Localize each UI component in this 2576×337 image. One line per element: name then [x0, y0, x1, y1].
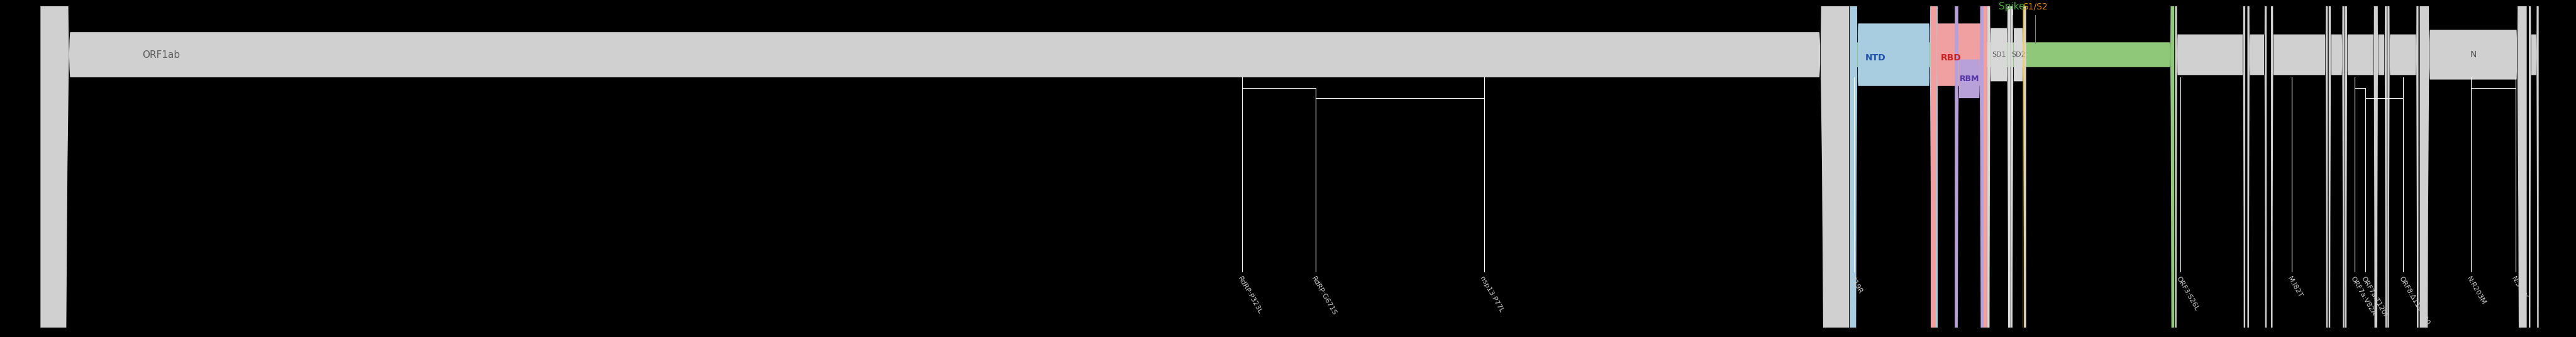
Text: RBM: RBM [1960, 75, 1978, 83]
Text: T19R: T19R [1850, 275, 1862, 294]
FancyBboxPatch shape [2272, 0, 2329, 337]
FancyBboxPatch shape [1850, 0, 2174, 337]
Text: nsp13:P77L: nsp13:P77L [1479, 275, 1504, 314]
FancyBboxPatch shape [2530, 0, 2540, 337]
FancyBboxPatch shape [2375, 0, 2388, 337]
Text: ORF7a:V82A: ORF7a:V82A [2349, 275, 2378, 316]
FancyBboxPatch shape [2344, 0, 2375, 337]
FancyBboxPatch shape [1850, 0, 1937, 337]
FancyBboxPatch shape [1929, 0, 1986, 337]
Text: ORF8:Δ119-120: ORF8:Δ119-120 [2398, 275, 2432, 326]
FancyBboxPatch shape [2246, 0, 2267, 337]
FancyBboxPatch shape [1986, 0, 2009, 337]
Text: SD2: SD2 [2012, 52, 2025, 58]
FancyBboxPatch shape [41, 0, 1850, 337]
Text: SD1: SD1 [1991, 52, 2007, 58]
Text: ORF7a:T120I: ORF7a:T120I [2360, 275, 2388, 317]
FancyBboxPatch shape [1955, 0, 1984, 337]
Text: N:377Y: N:377Y [2509, 275, 2527, 300]
FancyBboxPatch shape [2174, 0, 2246, 337]
Text: RdRP:P323L: RdRP:P323L [1236, 275, 1262, 315]
Text: RBD: RBD [1940, 54, 1960, 62]
Text: Spike: Spike [1999, 2, 2025, 11]
Text: N: N [2470, 50, 2476, 59]
Text: ORF1ab: ORF1ab [142, 50, 180, 59]
Text: S1/S2: S1/S2 [2022, 2, 2048, 11]
FancyBboxPatch shape [2419, 0, 2527, 337]
FancyBboxPatch shape [2388, 0, 2419, 337]
Text: ORF3:S26L: ORF3:S26L [2174, 275, 2200, 312]
Text: N:R203M: N:R203M [2465, 275, 2486, 306]
FancyBboxPatch shape [2009, 0, 2027, 337]
FancyBboxPatch shape [2329, 0, 2344, 337]
Text: RdRP:G671S: RdRP:G671S [1311, 275, 1337, 316]
Text: NTD: NTD [1865, 54, 1886, 62]
Text: M:I82T: M:I82T [2287, 275, 2303, 299]
